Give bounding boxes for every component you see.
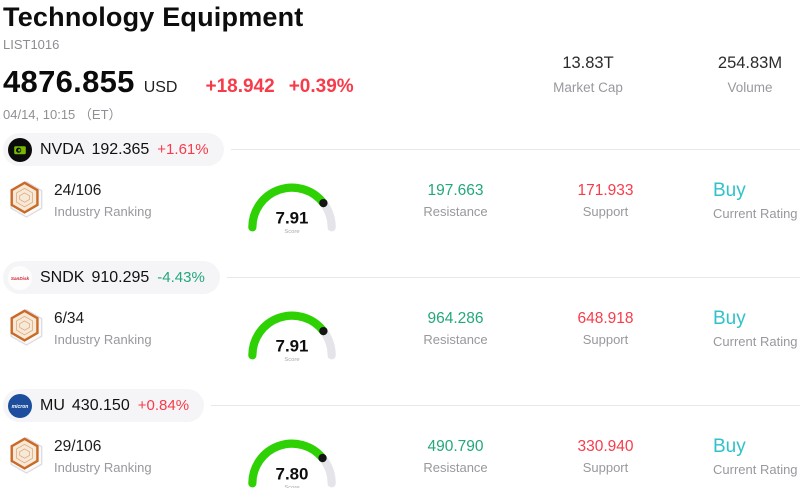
- nvidia-logo-icon: [8, 137, 32, 162]
- industry-rank-label: Industry Ranking: [54, 460, 152, 475]
- resistance-label: Resistance: [423, 204, 488, 219]
- score-gauge-cell: 7.91 Score: [231, 306, 353, 364]
- radar-badge-icon: [7, 178, 44, 219]
- rating-cell: Buy Current Rating: [653, 306, 800, 349]
- stock-row-mu: micron MU 430.150 +0.84%: [3, 389, 800, 488]
- score-gauge: 7.91 Score: [248, 311, 336, 363]
- support-cell: 648.918 Support: [558, 306, 653, 347]
- stock-row-body: 29/106 Industry Ranking 7.80 Score 490.7…: [3, 434, 800, 488]
- ticker-change: +0.84%: [137, 397, 190, 414]
- support-value: 330.940: [577, 438, 634, 455]
- ticker-pill-mu[interactable]: micron MU 430.150 +0.84%: [3, 389, 205, 422]
- score-gauge-cell: 7.91 Score: [231, 178, 353, 236]
- industry-rank-value: 24/106: [54, 182, 102, 199]
- resistance-cell: 197.663 Resistance: [353, 178, 558, 219]
- stock-row-body: 6/34 Industry Ranking 7.91 Score 964.286…: [3, 306, 800, 364]
- support-value: 648.918: [577, 310, 634, 327]
- score-gauge: 7.80 Score: [248, 439, 336, 488]
- volume-label: Volume: [727, 80, 773, 95]
- support-label: Support: [582, 460, 629, 475]
- industry-rank-value: 6/34: [54, 310, 85, 327]
- ticker-pill-line: NVDA 192.365 +1.61%: [3, 133, 800, 166]
- ticker-change: +1.61%: [157, 141, 209, 158]
- rating-value: Buy: [713, 436, 746, 457]
- rating-label: Current Rating: [713, 206, 798, 221]
- list-id: LIST1016: [3, 37, 60, 52]
- rating-label: Current Rating: [713, 334, 798, 349]
- score-gauge-cell: 7.80 Score: [231, 434, 353, 488]
- index-change-abs: +18.942: [205, 76, 275, 97]
- ticker-pill-nvda[interactable]: NVDA 192.365 +1.61%: [3, 133, 224, 166]
- timestamp: 04/14, 10:15 （ET）: [3, 107, 122, 122]
- industry-ranking-cell: 29/106 Industry Ranking: [3, 434, 231, 475]
- svg-text:micron: micron: [12, 403, 29, 409]
- rating-cell: Buy Current Rating: [653, 434, 800, 477]
- ticker-price: 430.150: [71, 396, 130, 414]
- rating-value: Buy: [713, 180, 746, 201]
- score-value: 7.80: [276, 464, 309, 483]
- ticker-symbol: MU: [40, 396, 65, 414]
- resistance-value: 964.286: [427, 310, 484, 327]
- rating-value: Buy: [713, 308, 746, 329]
- svg-text:SanDisk: SanDisk: [11, 275, 30, 280]
- score-value: 7.91: [276, 208, 309, 227]
- support-label: Support: [582, 332, 629, 347]
- index-change: +18.942 +0.39%: [205, 76, 353, 98]
- industry-ranking-cell: 6/34 Industry Ranking: [3, 306, 231, 347]
- index-price-row: 4876.855 USD +18.942 +0.39%: [3, 64, 800, 100]
- volume-value: 254.83M: [717, 54, 783, 72]
- support-cell: 330.940 Support: [558, 434, 653, 475]
- page-title: Technology Equipment: [3, 2, 304, 32]
- ticker-symbol: NVDA: [40, 140, 85, 158]
- market-cap-stat: 13.83T Market Cap: [523, 54, 653, 95]
- score-gauge: 7.91 Score: [248, 183, 336, 235]
- industry-rank-label: Industry Ranking: [54, 204, 152, 219]
- support-label: Support: [582, 204, 629, 219]
- index-change-pct: +0.39%: [288, 76, 354, 97]
- score-label: Score: [284, 357, 299, 363]
- ticker-pill-sndk[interactable]: SanDisk SNDK 910.295 -4.43%: [3, 261, 220, 294]
- support-cell: 171.933 Support: [558, 178, 653, 219]
- sandisk-logo-icon: SanDisk: [8, 265, 32, 290]
- row-divider: [211, 405, 800, 406]
- stock-row-body: 24/106 Industry Ranking 7.91 Score 197.6…: [3, 178, 800, 236]
- ticker-change: -4.43%: [157, 269, 205, 286]
- industry-rank-label: Industry Ranking: [54, 332, 152, 347]
- score-label: Score: [284, 229, 299, 235]
- rating-label: Current Rating: [713, 462, 798, 477]
- currency-label: USD: [143, 79, 178, 96]
- industry-rank-value: 29/106: [54, 438, 102, 455]
- score-label: Score: [284, 485, 299, 488]
- score-value: 7.91: [276, 336, 309, 355]
- resistance-label: Resistance: [423, 460, 488, 475]
- stock-row-sndk: SanDisk SNDK 910.295 -4.43%: [3, 261, 800, 364]
- radar-badge-icon: [7, 306, 44, 347]
- volume-stat: 254.83M Volume: [702, 54, 798, 95]
- market-cap-label: Market Cap: [553, 80, 623, 95]
- ticker-price: 910.295: [91, 268, 150, 286]
- market-cap-value: 13.83T: [562, 54, 614, 72]
- radar-badge-icon: [7, 434, 44, 475]
- support-value: 171.933: [577, 182, 634, 199]
- stock-row-nvda: NVDA 192.365 +1.61% 24/106 Indus: [3, 133, 800, 236]
- resistance-value: 197.663: [427, 182, 484, 199]
- header: Technology Equipment LIST1016 4876.855 U…: [3, 2, 800, 133]
- index-price: 4876.855: [3, 64, 135, 99]
- ticker-price: 192.365: [91, 140, 150, 158]
- row-divider: [226, 277, 800, 278]
- resistance-label: Resistance: [423, 332, 488, 347]
- industry-ranking-cell: 24/106 Industry Ranking: [3, 178, 231, 219]
- resistance-cell: 964.286 Resistance: [353, 306, 558, 347]
- ticker-pill-line: SanDisk SNDK 910.295 -4.43%: [3, 261, 800, 294]
- resistance-value: 490.790: [427, 438, 484, 455]
- ticker-pill-line: micron MU 430.150 +0.84%: [3, 389, 800, 422]
- row-divider: [230, 149, 800, 150]
- resistance-cell: 490.790 Resistance: [353, 434, 558, 475]
- ticker-symbol: SNDK: [40, 268, 85, 286]
- micron-logo-icon: micron: [8, 393, 32, 418]
- rating-cell: Buy Current Rating: [653, 178, 800, 221]
